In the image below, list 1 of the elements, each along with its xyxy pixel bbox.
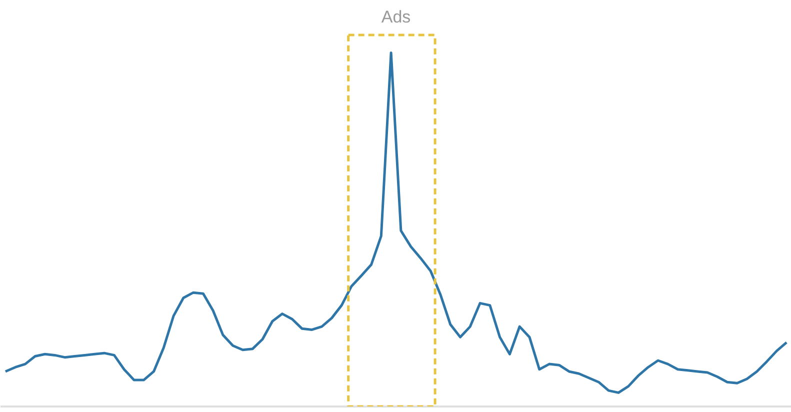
chart-title: Ads [381, 8, 411, 26]
